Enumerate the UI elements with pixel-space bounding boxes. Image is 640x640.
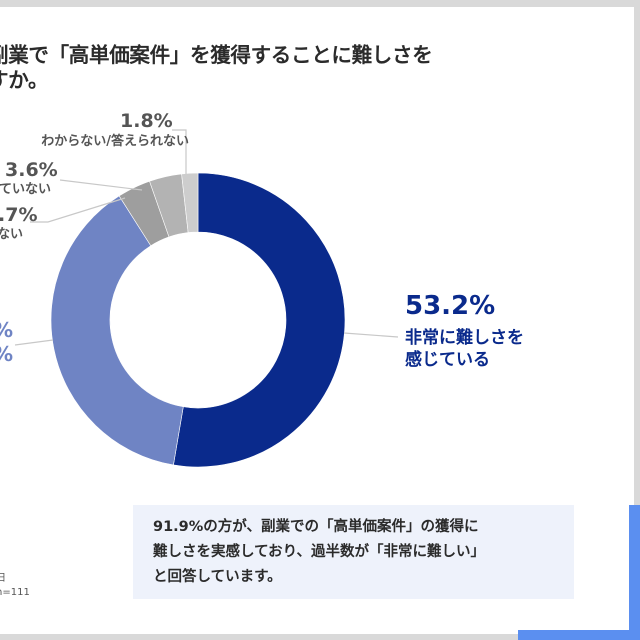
accent-bar-bottom [518, 630, 640, 640]
donut-slice-4 [181, 172, 199, 233]
donut-slice-1 [50, 195, 184, 466]
label-cat-very-difficult: 非常に難しさを 感じている [405, 328, 524, 370]
label-pct-3-6: 3.6% [5, 159, 58, 181]
label-pct-very-difficult: 53.2% [405, 291, 496, 321]
leader-lines [14, 129, 399, 346]
accent-bar-right [629, 505, 640, 640]
leader-line-1-8 [172, 129, 187, 174]
donut-slice-0 [173, 172, 346, 468]
summary-note: 91.9%の方が、副業での「高単価案件」の獲得に 難しさを実感しており、過半数が… [133, 505, 574, 599]
label-cat-3-6: ていない [0, 182, 52, 197]
leader-line-53-2 [343, 332, 399, 338]
chart-title: 副業で「高単価案件」を獲得することに難しさを すか。 [0, 43, 448, 93]
label-pct-dont-know: 1.8% [120, 110, 173, 132]
label-pct-38-7: % % [0, 318, 13, 366]
summary-note-text: 91.9%の方が、副業での「高単価案件」の獲得に 難しさを実感しており、過半数が… [153, 519, 486, 585]
label-cat-3-7: ない [0, 227, 24, 242]
leader-line-3-6 [59, 179, 143, 191]
leader-line-3-7 [30, 197, 126, 223]
title-line-1: 副業で「高単価案件」を獲得することに難しさを [0, 43, 433, 67]
label-cat-dont-know: わからない/答えられない [41, 134, 189, 149]
source-note: 日 n=111 [0, 573, 30, 598]
label-pct-3-7: .7% [0, 204, 38, 226]
donut-slices [50, 172, 346, 468]
leader-line-38-7 [14, 339, 54, 346]
title-line-2: すか。 [0, 68, 49, 92]
